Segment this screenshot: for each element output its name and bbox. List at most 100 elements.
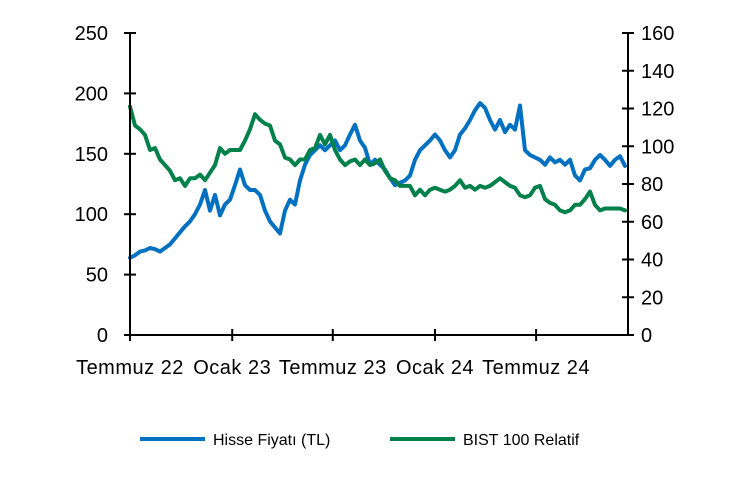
data-point (439, 140, 441, 142)
data-point (579, 204, 581, 206)
data-point (204, 189, 206, 191)
data-point (269, 220, 271, 222)
data-point (279, 233, 281, 235)
data-point (414, 194, 416, 196)
data-point (139, 128, 141, 130)
data-point (149, 247, 151, 249)
data-point (609, 208, 611, 210)
data-point (534, 187, 536, 189)
data-point (519, 104, 521, 106)
data-point (344, 144, 346, 146)
data-point (204, 179, 206, 181)
right-tick-label: 100 (641, 136, 674, 158)
data-point (564, 211, 566, 213)
data-point (354, 124, 356, 126)
data-point (379, 158, 381, 160)
data-point (574, 204, 576, 206)
right-axis-ticks: 0 20 40 60 80 100 120 140 160 (622, 23, 674, 347)
data-point (364, 147, 366, 149)
data-point (534, 156, 536, 158)
right-tick-label: 140 (641, 61, 674, 83)
data-point (294, 204, 296, 206)
data-point (304, 158, 306, 160)
data-point (179, 177, 181, 179)
x-tick-label: Ocak 23 (193, 357, 271, 379)
data-point (479, 102, 481, 104)
x-tick-label: Ocak 24 (396, 357, 474, 379)
data-point (189, 220, 191, 222)
data-point (399, 185, 401, 187)
data-point (194, 177, 196, 179)
data-point (519, 194, 521, 196)
data-point (484, 187, 486, 189)
data-point (619, 155, 621, 157)
data-point (269, 124, 271, 126)
data-point (604, 208, 606, 210)
data-point (219, 214, 221, 216)
data-point (459, 179, 461, 181)
data-point (459, 133, 461, 135)
data-point (389, 177, 391, 179)
data-point (549, 202, 551, 204)
data-point (479, 185, 481, 187)
data-point (594, 159, 596, 161)
data-point (234, 184, 236, 186)
data-point (179, 231, 181, 233)
data-point (579, 179, 581, 181)
data-point (249, 189, 251, 191)
data-point (229, 149, 231, 151)
right-tick-label: 60 (641, 212, 663, 234)
data-point (529, 154, 531, 156)
data-point (599, 154, 601, 156)
data-point (299, 158, 301, 160)
data-point (199, 204, 201, 206)
data-point (304, 164, 306, 166)
data-point (619, 208, 621, 210)
data-point (199, 174, 201, 176)
data-point (239, 169, 241, 171)
right-tick-label: 20 (641, 287, 663, 309)
data-point (219, 147, 221, 149)
data-point (354, 158, 356, 160)
data-point (444, 191, 446, 193)
data-point (474, 189, 476, 191)
data-point (344, 164, 346, 166)
data-point (484, 107, 486, 109)
data-point (444, 149, 446, 151)
data-point (224, 204, 226, 206)
right-tick-label: 80 (641, 174, 663, 196)
data-point (524, 149, 526, 151)
data-point (339, 158, 341, 160)
data-point (299, 179, 301, 181)
data-point (419, 149, 421, 151)
data-point (419, 189, 421, 191)
data-point (224, 153, 226, 155)
data-point (544, 198, 546, 200)
data-point (189, 177, 191, 179)
data-point (424, 194, 426, 196)
data-point (469, 119, 471, 121)
data-point (289, 158, 291, 160)
data-point (514, 129, 516, 131)
data-point (319, 134, 321, 136)
data-point (524, 196, 526, 198)
data-point (254, 113, 256, 115)
data-point (214, 194, 216, 196)
data-point (374, 159, 376, 161)
data-point (499, 119, 501, 121)
data-point (404, 185, 406, 187)
left-tick-label: 150 (75, 144, 108, 166)
data-point (454, 185, 456, 187)
data-point (274, 226, 276, 228)
left-tick-label: 0 (97, 325, 108, 347)
data-point (539, 185, 541, 187)
series-line-bist100-relative (128, 104, 627, 215)
x-tick-label: Temmuz 24 (482, 357, 590, 379)
data-point (264, 123, 266, 125)
data-point (314, 147, 316, 149)
data-point (554, 204, 556, 206)
data-point (169, 170, 171, 172)
data-point (144, 134, 146, 136)
data-point (434, 187, 436, 189)
data-point (169, 243, 171, 245)
